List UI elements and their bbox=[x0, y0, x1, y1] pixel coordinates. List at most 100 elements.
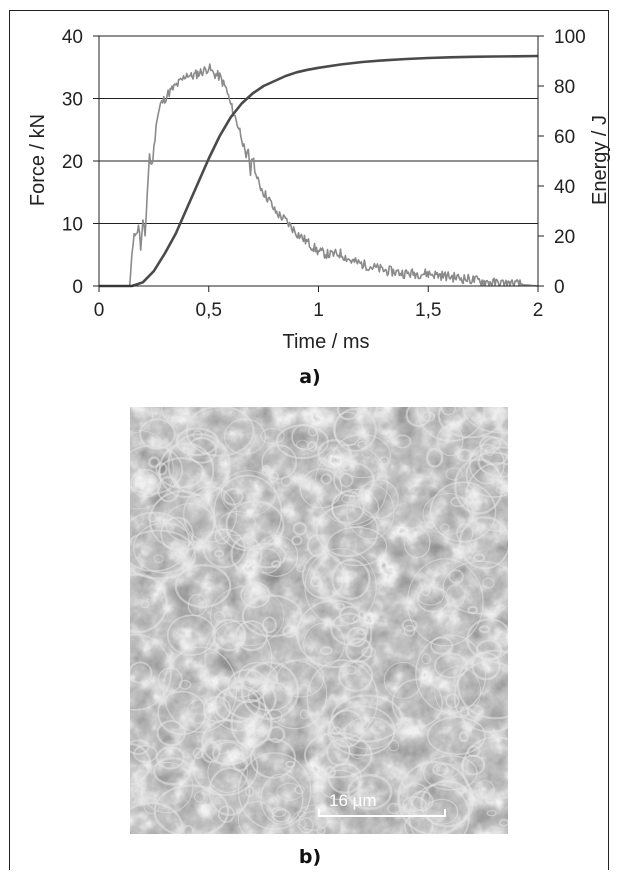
y-right-tick-label: 20 bbox=[554, 227, 575, 248]
fracture-dimple bbox=[253, 728, 265, 737]
fracture-dimple bbox=[240, 581, 271, 609]
fracture-dimple bbox=[214, 528, 230, 545]
fracture-dimple bbox=[250, 738, 296, 779]
fracture-dimple bbox=[140, 600, 150, 609]
caption-a: a) bbox=[299, 366, 321, 388]
fracture-dimple bbox=[306, 534, 327, 558]
fracture-dimple bbox=[420, 584, 431, 597]
fracture-dimple bbox=[135, 472, 147, 483]
chart-ticks: 0 10 20 30 40 0 20 40 60 80 100 0 0,5 1 1,5 2 bbox=[62, 27, 586, 321]
fracture-dimple bbox=[468, 443, 505, 485]
fracture-dimple bbox=[440, 523, 450, 533]
y-left-tick-label: 0 bbox=[72, 277, 83, 298]
fracture-dimple bbox=[333, 433, 391, 479]
fracture-dimple bbox=[148, 456, 161, 469]
fracture-dimple bbox=[298, 817, 314, 834]
chart-grid bbox=[99, 35, 538, 224]
x-tick-label: 1 bbox=[313, 300, 324, 321]
fracture-dimple bbox=[130, 739, 150, 755]
fracture-dimple bbox=[306, 659, 379, 740]
fracture-dimple bbox=[292, 522, 308, 536]
left-axis-label: Force / kN bbox=[27, 114, 49, 206]
fracture-dimple bbox=[285, 760, 296, 768]
fracture-dimple bbox=[445, 693, 460, 709]
fracture-dimple bbox=[303, 622, 345, 667]
fracture-dimple bbox=[296, 818, 306, 829]
fracture-dimple bbox=[442, 560, 508, 615]
x-tick-label: 0 bbox=[94, 300, 105, 321]
fracture-dimple bbox=[374, 407, 387, 417]
fracture-dimple bbox=[298, 810, 330, 831]
fracture-dimple bbox=[152, 757, 193, 786]
fracture-dimple bbox=[436, 425, 464, 457]
fracture-dimple bbox=[241, 594, 303, 638]
fracture-dimple bbox=[495, 485, 507, 494]
y-left-tick-label: 10 bbox=[62, 215, 83, 236]
fracture-dimple bbox=[139, 418, 176, 450]
fracture-dimple bbox=[261, 464, 272, 476]
fracture-dimple bbox=[422, 492, 474, 535]
fracture-dimple bbox=[393, 434, 412, 449]
fracture-dimple bbox=[155, 746, 185, 770]
y-right-tick-label: 100 bbox=[554, 27, 586, 48]
fracture-dimple bbox=[403, 526, 431, 559]
fracture-dimple bbox=[178, 679, 192, 690]
fracture-dimple bbox=[186, 436, 218, 464]
fracture-dimple bbox=[238, 661, 278, 692]
fracture-dimple bbox=[291, 535, 303, 546]
fracture-dimple bbox=[194, 791, 205, 803]
fracture-dimple bbox=[344, 637, 373, 664]
fractograph-image bbox=[130, 407, 508, 834]
fracture-dimple bbox=[207, 752, 248, 794]
scale-bar-label: 16 µm bbox=[329, 791, 377, 810]
fracture-dimple bbox=[230, 698, 273, 749]
fracture-dimple bbox=[158, 442, 215, 499]
fracture-dimple bbox=[421, 653, 432, 665]
fracture-dimple bbox=[416, 586, 450, 613]
fracture-dimple bbox=[416, 407, 486, 442]
fracture-dimple bbox=[299, 468, 343, 509]
fracture-dimple bbox=[153, 554, 164, 563]
fracture-dimple bbox=[221, 470, 276, 517]
fracture-dimple bbox=[235, 620, 269, 652]
fracture-dimple bbox=[161, 407, 186, 422]
fracture-dimple bbox=[260, 773, 304, 825]
y-right-tick-label: 80 bbox=[554, 77, 575, 98]
fracture-dimple bbox=[448, 569, 464, 584]
y-right-tick-label: 60 bbox=[554, 127, 575, 148]
fracture-dimple bbox=[319, 646, 333, 656]
fracture-dimple bbox=[475, 780, 495, 800]
fracture-dimple bbox=[331, 488, 380, 528]
y-right-tick-label: 40 bbox=[554, 177, 575, 198]
fracture-dimple bbox=[143, 797, 160, 815]
fracture-dimple bbox=[192, 430, 203, 440]
fracture-dimple bbox=[296, 564, 306, 573]
fracture-dimple bbox=[130, 661, 153, 684]
fracture-dimple bbox=[498, 818, 508, 827]
fracture-dimple bbox=[237, 752, 312, 830]
fracture-dimple bbox=[403, 624, 416, 637]
x-tick-label: 2 bbox=[533, 300, 544, 321]
fracture-dimple bbox=[465, 462, 508, 533]
fracture-dimple bbox=[402, 796, 427, 813]
fracture-dimple bbox=[429, 481, 497, 543]
fracture-dimple bbox=[459, 706, 470, 718]
fracture-dimple bbox=[299, 709, 310, 720]
fracture-dimple bbox=[291, 423, 319, 451]
fracture-dimple bbox=[403, 813, 434, 834]
fracture-dimple bbox=[304, 548, 377, 626]
fracture-dimple bbox=[201, 719, 256, 766]
fracture-dimple bbox=[375, 407, 387, 414]
fracture-dimple bbox=[240, 661, 300, 721]
fracture-dimple bbox=[280, 475, 292, 487]
fracture-dimple bbox=[246, 542, 287, 569]
fracture-dimple bbox=[426, 716, 486, 756]
fracture-dimple bbox=[331, 558, 371, 600]
fracture-dimple bbox=[204, 620, 273, 698]
fracture-dimple bbox=[324, 766, 336, 779]
fracture-dimple bbox=[182, 825, 194, 834]
fracture-dimple bbox=[192, 747, 204, 759]
fracture-dimple bbox=[433, 652, 469, 679]
fracture-dimple bbox=[130, 801, 184, 834]
y-left-tick-label: 40 bbox=[62, 27, 83, 48]
